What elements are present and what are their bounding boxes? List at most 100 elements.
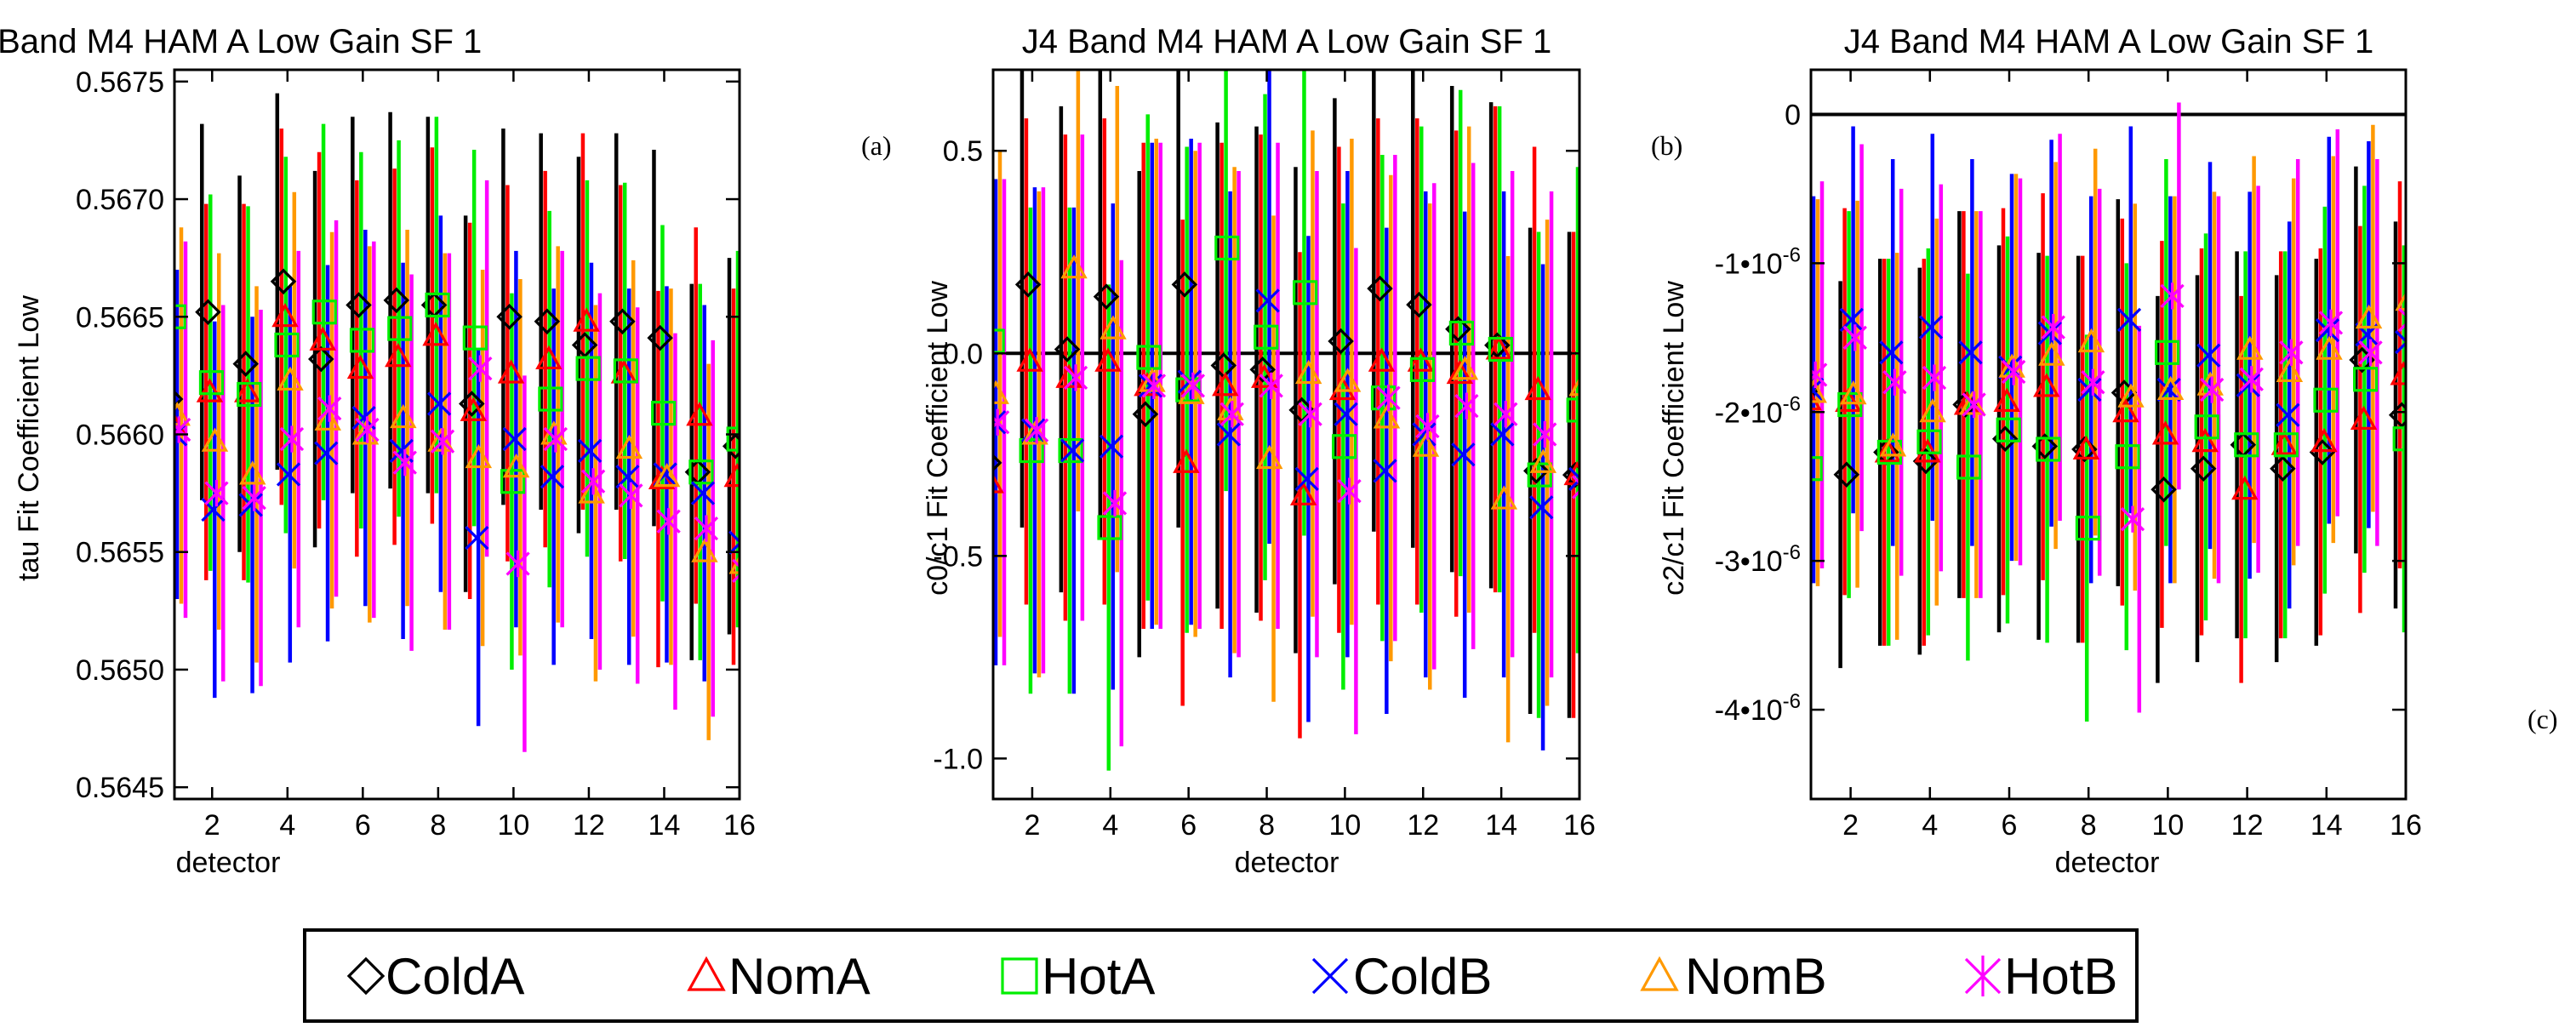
point-noma: [2112, 397, 2139, 423]
point-hota: [1370, 385, 1397, 411]
point-hotb: [317, 395, 342, 422]
point-hotb: [1298, 401, 1322, 428]
point-nomb: [239, 460, 266, 485]
legend-square-icon: [1001, 957, 1038, 995]
point-hotb: [1962, 391, 1986, 419]
point-colda: [195, 299, 221, 326]
point-nomb: [2395, 291, 2406, 311]
point-hota: [2353, 367, 2379, 392]
panel-tag-a: (a): [861, 130, 892, 161]
point-noma: [1524, 375, 1551, 401]
chart-title: J4 Band M4 HAM A Low Gain SF 1: [0, 23, 482, 60]
point-hotb: [2002, 358, 2026, 385]
point-noma: [573, 307, 600, 332]
legend-x-icon: [1311, 957, 1349, 995]
point-colda: [308, 345, 334, 373]
point-coldb: [426, 391, 452, 416]
point-coldb: [1490, 422, 1515, 447]
point-coldb: [1294, 466, 1319, 492]
point-hotb: [2120, 505, 2145, 533]
y-tick-label: 0.5645: [76, 772, 164, 804]
point-hota: [387, 316, 413, 341]
point-coldb: [615, 465, 640, 489]
point-colda: [1367, 275, 1393, 302]
point-coldb: [578, 438, 603, 463]
legend-label-noma: NomA: [728, 948, 871, 1005]
point-nomb: [2276, 357, 2304, 383]
point-noma: [1446, 359, 1474, 385]
point-hotb: [1842, 324, 1867, 351]
point-noma: [2151, 420, 2179, 445]
point-coldb: [1568, 466, 1579, 492]
point-hota: [2115, 444, 2140, 470]
point-hotb: [2200, 376, 2225, 403]
point-coldb: [1958, 340, 1983, 365]
point-noma: [993, 473, 1004, 494]
point-hotb: [2279, 339, 2304, 366]
chart-title: J4 Band M4 HAM A Low Gain SF 1: [1844, 23, 2374, 60]
point-coldb: [690, 481, 716, 505]
x-tick-label: 10: [497, 809, 529, 842]
plot-frame: [991, 68, 1581, 801]
point-hota: [425, 292, 450, 318]
point-coldb: [2236, 373, 2260, 397]
y-tick-label: 0.5655: [76, 537, 164, 569]
point-hota: [2234, 432, 2259, 458]
point-hota: [1254, 324, 1279, 350]
point-hota: [538, 386, 563, 412]
point-hota: [1448, 320, 1475, 346]
point-coldb: [1255, 288, 1280, 313]
point-noma: [460, 397, 488, 421]
point-noma: [1914, 438, 1941, 463]
x-tick-label: 6: [1180, 809, 1197, 842]
y-axis-label: c0/c1 Fit Coefficient Low: [922, 281, 954, 596]
point-coldb: [2037, 321, 2062, 345]
point-hota: [462, 325, 488, 351]
point-hota: [1837, 391, 1863, 418]
legend-diamond-icon: [346, 956, 386, 996]
point-noma: [422, 322, 449, 346]
point-nomb: [2117, 383, 2145, 408]
point-hotb: [1141, 372, 1167, 399]
y-tick-label: 0.5: [943, 135, 983, 168]
point-hotb: [1415, 413, 1440, 440]
point-hotb: [392, 449, 417, 477]
x-tick-label: 10: [1328, 809, 1361, 842]
x-tick-label: 14: [648, 809, 681, 842]
legend-entry-noma: NomA: [687, 948, 871, 1005]
point-noma: [346, 354, 374, 380]
legend-triangle-icon: [687, 956, 726, 991]
x-tick-label: 2: [1842, 809, 1859, 842]
point-nomb: [201, 427, 229, 452]
point-hota: [1214, 235, 1240, 261]
point-coldb: [1099, 434, 1124, 459]
point-hotb: [1882, 368, 1907, 396]
point-nomb: [277, 366, 304, 391]
point-nomb: [1529, 448, 1556, 473]
point-noma: [1407, 347, 1435, 372]
y-tick-label: -1.0: [933, 743, 983, 775]
point-noma: [234, 378, 261, 402]
x-tick-label: 2: [1024, 809, 1040, 842]
point-colda: [174, 390, 184, 408]
point-hotb: [204, 480, 229, 507]
point-colda: [609, 308, 636, 335]
point-hotb: [543, 425, 568, 453]
legend: ColdA NomA HotA ColdB NomB HotB: [303, 928, 2139, 1023]
point-colda: [2190, 455, 2217, 482]
point-colda: [534, 308, 561, 335]
point-noma: [271, 302, 299, 328]
point-hota: [651, 401, 677, 426]
point-nomb: [578, 479, 605, 504]
legend-entry-nomb: NomB: [1640, 948, 1827, 1005]
point-hota: [311, 300, 337, 325]
point-nomb: [502, 453, 530, 478]
point-colda: [2071, 436, 2098, 463]
point-hotb: [2239, 366, 2264, 393]
point-nomb: [1879, 432, 1907, 457]
y-axis-label: tau Fit Coefficient Low: [13, 295, 45, 581]
y-tick-label: 0: [1785, 99, 1801, 131]
point-noma: [2350, 405, 2378, 431]
point-nomb: [1919, 397, 1946, 423]
